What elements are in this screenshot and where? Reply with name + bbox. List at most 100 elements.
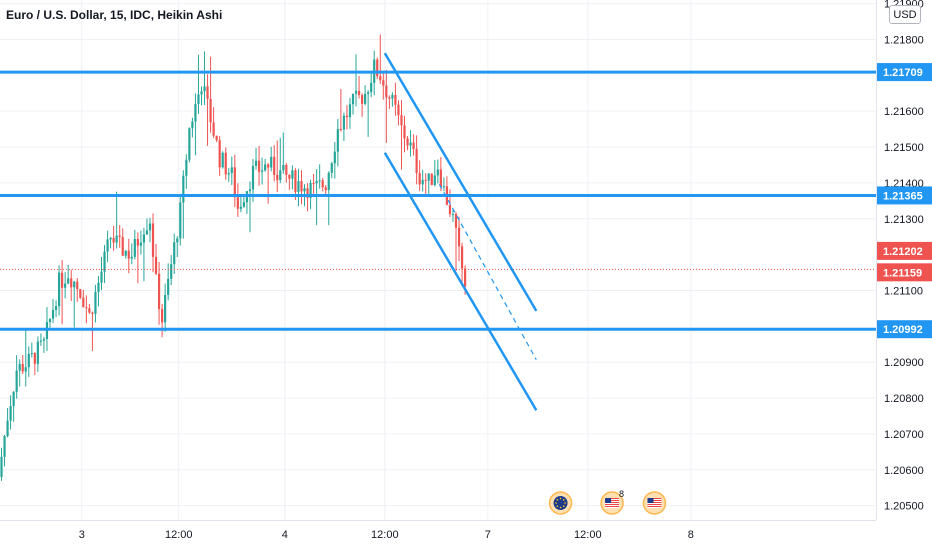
candle-body	[348, 104, 352, 118]
candle-body	[339, 129, 342, 131]
candle-body	[464, 268, 467, 287]
candle-body	[439, 169, 442, 188]
price-tick-label: 1.21500	[884, 142, 924, 154]
price-tick-label: 1.20500	[884, 501, 924, 513]
candle-body	[79, 289, 82, 298]
price-tag	[877, 320, 932, 339]
price-tick-label: 1.20700	[884, 429, 924, 441]
candle-body	[409, 142, 412, 146]
price-tag-label: 1.21709	[883, 67, 923, 79]
candle-body	[297, 181, 300, 192]
time-tick-label: 4	[282, 529, 288, 541]
candle-body	[173, 242, 176, 265]
candle-body	[139, 242, 142, 246]
candle-body	[430, 173, 433, 186]
candle-body	[36, 341, 39, 364]
candle-body	[391, 94, 394, 99]
candle-body	[321, 180, 324, 188]
event-layer[interactable]: 8	[548, 489, 667, 515]
candle-body	[118, 235, 121, 237]
candle-body	[218, 140, 221, 168]
candle-body	[330, 163, 333, 173]
candle-body	[342, 115, 346, 130]
candle-body	[12, 391, 15, 407]
price-tick-label: 1.20800	[884, 393, 924, 405]
candle-body	[303, 188, 306, 192]
us-flag-stripe	[647, 504, 662, 505]
candle-body	[61, 272, 64, 288]
time-tick-label: 3	[79, 529, 85, 541]
candle-body	[18, 363, 21, 371]
us-flag-stripe	[605, 504, 620, 505]
candle-body	[273, 156, 276, 175]
us-flag-stripe	[647, 502, 662, 503]
channel-midline	[438, 184, 537, 360]
candle-body	[42, 339, 46, 341]
candle-body	[276, 174, 279, 181]
candle-body	[67, 278, 70, 284]
candle-body	[239, 206, 242, 209]
drawing-layer[interactable]	[0, 52, 876, 411]
us-flag-stripe	[605, 500, 620, 501]
candle-body	[279, 170, 282, 181]
price-tick-label: 1.21600	[884, 106, 924, 118]
candle-body	[357, 90, 361, 96]
candle-body	[57, 272, 61, 307]
eu-flag-star	[559, 497, 562, 500]
eu-flag-icon[interactable]	[548, 491, 573, 515]
candle-body	[48, 318, 52, 323]
price-tag-label: 1.21202	[883, 246, 923, 258]
price-tag-label: 1.20992	[883, 324, 923, 336]
candle-body	[85, 307, 88, 309]
candle-body	[121, 236, 124, 256]
candle-body	[412, 142, 415, 149]
candle-body	[154, 256, 158, 274]
candle-body	[212, 122, 215, 136]
eu-flag-star	[562, 499, 565, 501]
time-tick-label: 12:00	[165, 529, 193, 541]
candle-body	[254, 160, 258, 166]
candle-body	[73, 281, 76, 288]
candle-body	[315, 181, 318, 184]
candle-body	[161, 309, 164, 323]
candle-body	[415, 148, 418, 173]
candle-body	[288, 174, 291, 179]
candle-body	[6, 420, 9, 437]
currency-button[interactable]: USD	[889, 5, 921, 24]
eu-flag-star	[556, 499, 559, 501]
candle-body	[130, 256, 133, 259]
us-flag-stripe	[605, 498, 620, 499]
candle-body	[176, 238, 179, 243]
candle-body	[88, 308, 91, 313]
candle-body	[215, 135, 218, 141]
candle-body	[185, 159, 188, 176]
candle-body	[227, 173, 230, 175]
candle-body	[127, 250, 130, 259]
candle-body	[360, 95, 364, 104]
candle-body	[136, 238, 139, 246]
candle-body	[248, 189, 252, 192]
us-flag-icon[interactable]	[642, 491, 667, 515]
candle-body	[318, 180, 321, 182]
candle-body	[15, 370, 18, 392]
event-count: 8	[619, 489, 624, 499]
candle-body	[191, 121, 194, 129]
candle-body	[385, 85, 388, 98]
candle-body	[251, 165, 255, 190]
price-tick-label: 1.20600	[884, 465, 924, 477]
candle-body	[70, 278, 73, 288]
us-flag-icon[interactable]: 8	[600, 489, 624, 515]
candle-body	[460, 246, 464, 269]
candle-body	[421, 179, 424, 185]
candle-body	[109, 237, 112, 240]
us-flag-stripe	[647, 500, 662, 501]
channel-line	[383, 152, 538, 411]
candle-body	[157, 273, 161, 310]
time-tick-label: 12:00	[574, 529, 602, 541]
candle-body	[285, 164, 288, 175]
candle-body	[233, 167, 236, 198]
candle-body	[406, 138, 409, 146]
